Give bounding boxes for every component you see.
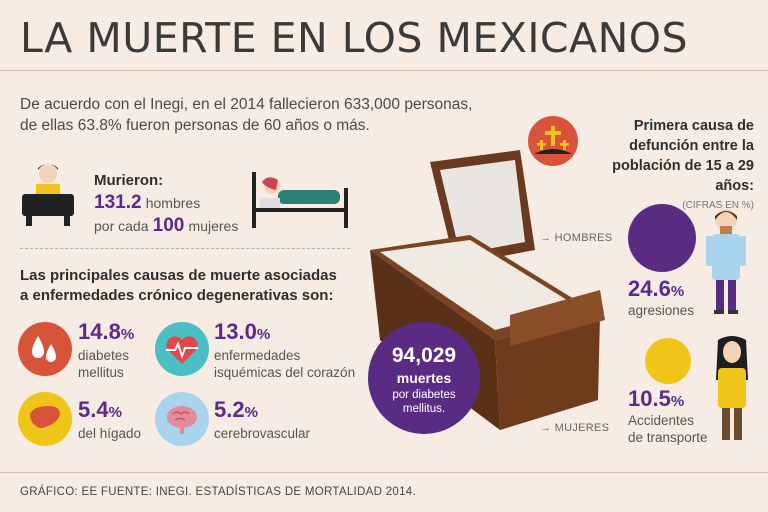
man-at-desk-icon xyxy=(22,164,74,226)
cause-liver-value: 5.4 xyxy=(78,397,109,422)
cause-brain-value: 5.2 xyxy=(214,397,245,422)
cause-liver: 5.4% del hígado xyxy=(78,398,141,442)
cause-heart-desc-1: enfermedades xyxy=(214,348,301,363)
young-man-figure-icon xyxy=(706,209,746,314)
cause-diabetes-desc-2: mellitus xyxy=(78,365,124,380)
youth-title-line-3: población de 15 a 29 xyxy=(612,158,754,174)
per-label: por cada xyxy=(94,218,149,234)
cause-diabetes-value: 14.8 xyxy=(78,319,121,344)
cause-heart-value: 13.0 xyxy=(214,319,257,344)
youth-men-desc: agresiones xyxy=(628,303,695,318)
men-label: hombres xyxy=(145,195,201,211)
cause-liver-unit: % xyxy=(108,404,122,421)
youth-women-value: 10.5 xyxy=(628,386,671,411)
youth-women-unit: % xyxy=(670,393,685,410)
youth-title-note: (CIFRAS EN %) xyxy=(682,200,754,211)
youth-men-stat: 24.6% agresiones xyxy=(628,276,694,319)
cause-diabetes: 14.8% diabetes mellitus xyxy=(78,320,134,381)
cause-diabetes-desc-1: diabetes xyxy=(78,348,130,363)
murieron-label: Murieron: xyxy=(94,172,164,189)
cause-heart-desc-2: isquémicas del corazón xyxy=(214,365,356,380)
cause-diabetes-unit: % xyxy=(120,326,135,343)
youth-title-line-1: Primera causa de xyxy=(633,118,754,134)
youth-title: Primera causa de defunción entre la pobl… xyxy=(594,116,754,216)
cause-brain-unit: % xyxy=(244,404,258,421)
diabetes-deaths-sub-2: mellitus. xyxy=(402,403,446,415)
causes-title-line-2: a enfermedades crónico degenerativas son… xyxy=(20,287,334,304)
source-credit: GRÁFICO: EE FUENTE: INEGI. ESTADÍSTICAS … xyxy=(20,486,416,498)
youth-women-stat: 10.5% Accidentes de transporte xyxy=(628,386,708,446)
diabetes-deaths-label: muertes xyxy=(396,370,452,386)
murieron-block: Murieron: 131.2 hombres por cada 100 muj… xyxy=(94,170,238,238)
cause-brain-desc-1: cerebrovascular xyxy=(214,426,311,441)
title-divider xyxy=(0,70,768,71)
youth-men-value: 24.6 xyxy=(628,276,671,301)
men-indicator-circle xyxy=(628,204,696,272)
blood-drops-icon xyxy=(18,322,72,376)
heart-pulse-icon xyxy=(155,322,209,376)
section-divider xyxy=(20,248,350,249)
causes-title: Las principales causas de muerte asociad… xyxy=(20,266,360,306)
youth-women-desc-1: Accidentes xyxy=(628,413,695,428)
cause-liver-desc-1: del hígado xyxy=(78,426,142,441)
men-gender-label: → HOMBRES xyxy=(540,232,613,244)
women-label: mujeres xyxy=(188,218,239,234)
men-per-women-value: 131.2 xyxy=(94,192,142,213)
women-value: 100 xyxy=(152,215,185,236)
cause-brain: 5.2% cerebrovascular xyxy=(214,398,310,442)
intro-text: De acuerdo con el Inegi, en el 2014 fall… xyxy=(20,94,500,136)
hospital-bed-icon xyxy=(252,172,348,228)
graves-icon xyxy=(528,116,578,166)
youth-title-line-2: defunción entre la xyxy=(629,138,754,154)
women-indicator-circle xyxy=(645,338,691,384)
cause-heart-unit: % xyxy=(256,326,271,343)
diabetes-deaths-sub-1: por diabetes xyxy=(392,389,456,401)
youth-men-unit: % xyxy=(670,283,685,300)
intro-line-2: de ellas 63.8% fueron personas de 60 año… xyxy=(20,117,370,134)
page-title: LA MUERTE EN LOS MEXICANOS xyxy=(20,14,689,62)
youth-title-line-4: años: xyxy=(715,178,754,194)
causes-title-line-1: Las principales causas de muerte asociad… xyxy=(20,267,337,284)
brain-icon xyxy=(155,392,209,446)
footer-divider xyxy=(0,472,768,473)
liver-icon xyxy=(18,392,72,446)
youth-women-desc-2: de transporte xyxy=(628,430,708,445)
diabetes-deaths-number: 94,029 xyxy=(391,344,457,367)
diabetes-deaths-circle: 94,029 muertes por diabetes mellitus. xyxy=(368,322,480,434)
young-woman-figure-icon xyxy=(716,336,748,440)
women-gender-label: → MUJERES xyxy=(540,422,610,434)
intro-line-1: De acuerdo con el Inegi, en el 2014 fall… xyxy=(20,96,473,113)
cause-heart: 13.0% enfermedades isquémicas del corazó… xyxy=(214,320,355,381)
